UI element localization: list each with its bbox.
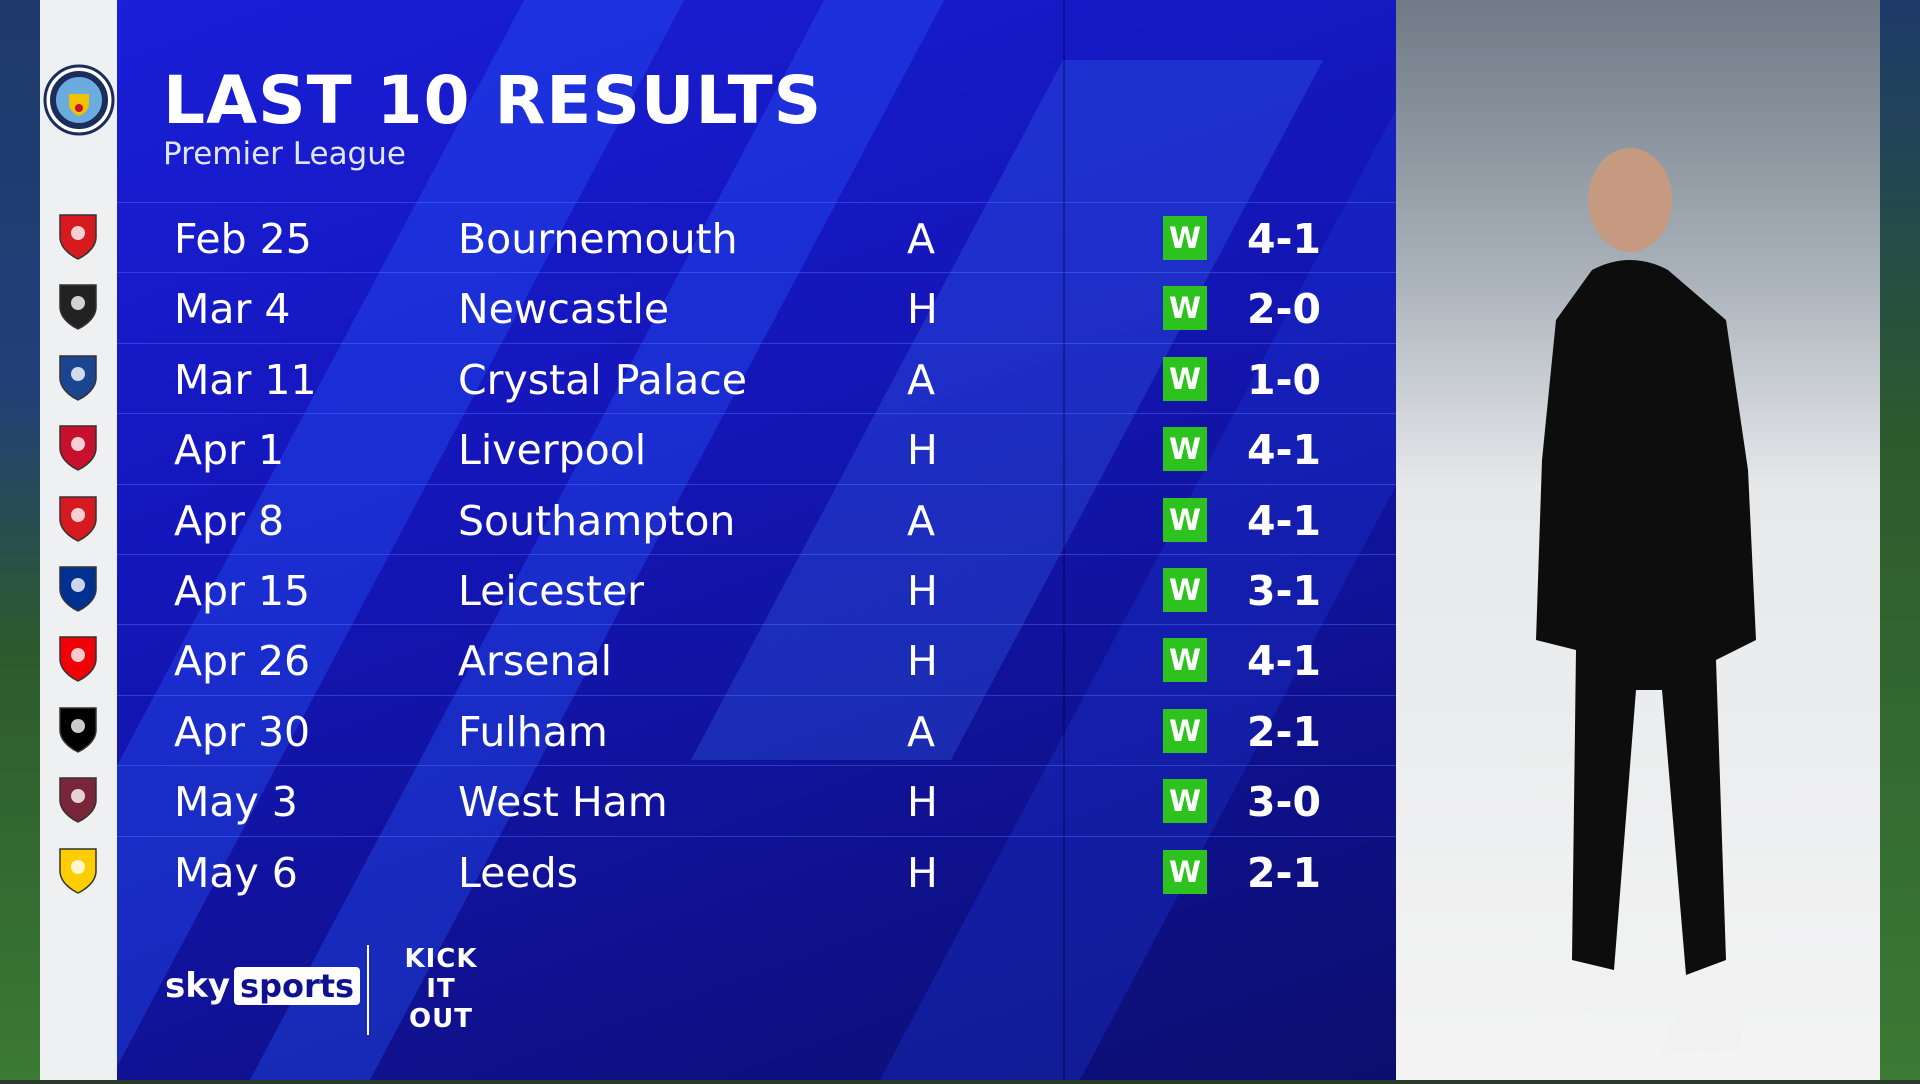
opponent-crest-icon (59, 214, 97, 260)
result-row: Apr 8 Southampton A W 4-1 (117, 483, 1396, 554)
opponent-crest-icon (59, 566, 97, 612)
match-date: May 3 (174, 778, 298, 827)
opponent-name: West Ham (458, 778, 668, 827)
result-row: Mar 11 Crystal Palace A W 1-0 (117, 342, 1396, 413)
opponent-crest-icon (59, 284, 97, 331)
result-row: May 3 West Ham H W 3-0 (117, 765, 1396, 835)
manager-figure (1530, 148, 1756, 1055)
venue: H (907, 637, 938, 686)
opponent-name: Fulham (458, 707, 608, 756)
match-date: Apr 30 (174, 707, 311, 756)
score: 1-0 (1246, 355, 1322, 404)
sports-text: sports (234, 967, 361, 1005)
score: 2-1 (1246, 848, 1322, 897)
match-date: Apr 1 (174, 426, 285, 475)
manager-photo (1396, 0, 1880, 1080)
result-badge: W (1163, 779, 1207, 824)
opponent-name: Liverpool (458, 426, 647, 475)
venue: A (907, 355, 936, 404)
match-date: Apr 8 (174, 496, 285, 545)
venue: H (907, 567, 938, 615)
result-badge: W (1163, 286, 1207, 331)
score: 3-1 (1246, 567, 1322, 615)
venue: H (907, 285, 938, 334)
opponent-name: Newcastle (458, 285, 670, 334)
opponent-name: Southampton (458, 496, 736, 545)
kick-it-out-logo: KICK IT OUT (404, 944, 478, 1034)
score: 2-0 (1246, 285, 1322, 334)
opponent-name: Crystal Palace (458, 355, 748, 404)
results-panel: LAST 10 RESULTS Premier League Feb 25 Bo… (117, 0, 1396, 1080)
score: 4-1 (1246, 496, 1322, 545)
result-badge: W (1163, 356, 1207, 401)
result-row: Apr 30 Fulham A W 2-1 (117, 694, 1396, 765)
opponent-crest-icon (59, 355, 97, 401)
opponent-crest-icon (59, 425, 97, 472)
opponent-name: Leeds (458, 848, 578, 897)
score: 2-1 (1246, 707, 1322, 756)
stadium-background-left (0, 0, 40, 1080)
crest-column (40, 0, 117, 1080)
column-divider (1063, 0, 1065, 1080)
result-row: May 6 Leeds H W 2-1 (117, 835, 1396, 906)
opponent-name: Leicester (458, 567, 645, 615)
result-badge: W (1163, 708, 1207, 753)
result-row: Apr 26 Arsenal H W 4-1 (117, 624, 1396, 694)
page-title: LAST 10 RESULTS (163, 62, 823, 139)
opponent-crest-icon (59, 777, 97, 824)
logo-divider (367, 945, 369, 1035)
match-date: Apr 15 (174, 567, 311, 615)
venue: A (907, 707, 936, 756)
score: 3-0 (1246, 778, 1322, 827)
score: 4-1 (1246, 215, 1322, 263)
man-city-crest-icon (43, 64, 115, 136)
opponent-name: Arsenal (458, 637, 612, 686)
result-row: Feb 25 Bournemouth A W 4-1 (117, 202, 1396, 272)
venue: H (907, 778, 938, 827)
venue: A (907, 496, 936, 545)
match-date: Mar 4 (174, 285, 291, 334)
match-date: Feb 25 (174, 215, 312, 263)
result-row: Mar 4 Newcastle H W 2-0 (117, 272, 1396, 342)
venue: H (907, 848, 938, 897)
sky-text: sky (165, 966, 231, 1006)
result-badge: W (1163, 427, 1207, 472)
opponent-crest-icon (59, 636, 97, 683)
score: 4-1 (1246, 426, 1322, 475)
result-badge: W (1163, 638, 1207, 683)
result-badge: W (1163, 568, 1207, 612)
opponent-name: Bournemouth (458, 215, 738, 263)
opponent-crest-icon (59, 847, 97, 894)
result-badge: W (1163, 216, 1207, 260)
match-date: May 6 (174, 848, 298, 897)
result-badge: W (1163, 497, 1207, 542)
match-date: Mar 11 (174, 355, 317, 404)
sky-sports-logo: sky sports (165, 966, 361, 1006)
result-row: Apr 1 Liverpool H W 4-1 (117, 413, 1396, 483)
match-date: Apr 26 (174, 637, 311, 686)
opponent-crest-icon (59, 495, 97, 542)
venue: H (907, 426, 938, 475)
result-badge: W (1163, 849, 1207, 894)
result-row: Apr 15 Leicester H W 3-1 (117, 554, 1396, 624)
stadium-background-right (1880, 0, 1920, 1080)
competition-subtitle: Premier League (163, 136, 406, 172)
score: 4-1 (1246, 637, 1322, 686)
opponent-crest-icon (59, 707, 97, 753)
venue: A (907, 215, 936, 263)
